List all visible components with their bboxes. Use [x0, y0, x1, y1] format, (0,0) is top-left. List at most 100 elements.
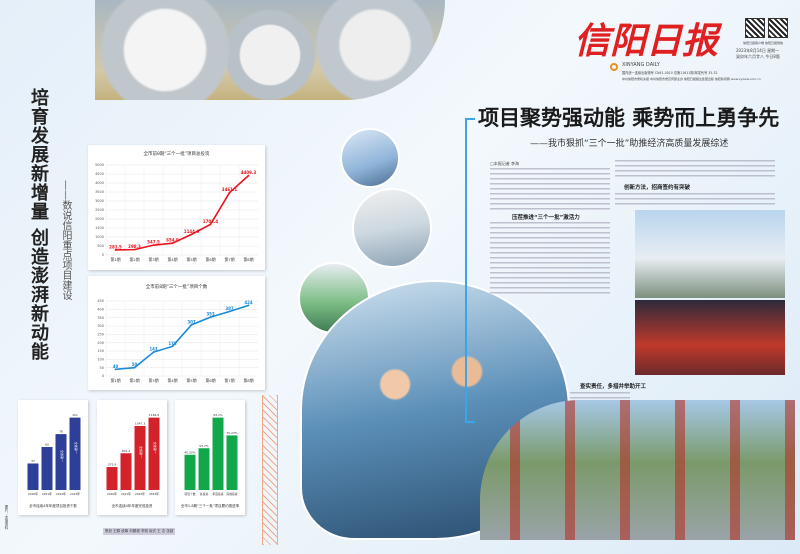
data-label: 101	[72, 413, 78, 417]
bar	[69, 417, 81, 490]
x-tick-label: 第1期	[110, 257, 120, 262]
chart-project-count: 全市前8期“三个一批”项目个数 0 50 100 150 200 250 300 350 400…	[88, 276, 265, 390]
data-label: 50	[132, 362, 138, 367]
qr-code[interactable]	[768, 18, 788, 38]
y-tick-label: 50	[100, 366, 104, 370]
data-label: 178	[168, 341, 177, 346]
masthead-pinyin: XINYANG DAILY	[622, 62, 660, 68]
x-tick-label: 第3期	[148, 378, 158, 383]
data-label: 424	[244, 300, 253, 305]
y-tick-label: 1000	[95, 235, 104, 239]
x-tick-label: 项目个数	[184, 492, 195, 496]
y-tick-label: 400	[97, 308, 104, 312]
article-bracket	[465, 118, 475, 423]
data-label: 37	[31, 459, 35, 463]
y-tick-label: 4000	[95, 181, 104, 185]
masthead-title: 信阳日报	[574, 20, 719, 62]
data-point	[152, 244, 155, 247]
y-tick-label: 100	[97, 358, 104, 362]
logo-icon	[610, 63, 618, 71]
data-label: 3461.1	[222, 187, 238, 192]
bar	[55, 434, 67, 490]
x-tick-label: 2020年	[107, 492, 117, 496]
data-label: 143	[149, 347, 158, 352]
x-tick-label: 第5期	[186, 257, 196, 262]
bar	[226, 435, 238, 490]
data-point	[114, 249, 117, 251]
chart-title: 全市前8期“三个一批”项目总投资	[143, 152, 210, 157]
data-label: 78	[59, 430, 63, 434]
bar	[134, 426, 146, 490]
data-label: 307	[187, 319, 196, 324]
container-port-photo	[480, 400, 795, 540]
x-tick-label: 第7期	[224, 378, 234, 383]
data-label: 1702.4	[203, 219, 219, 224]
x-tick-label: 第8期	[243, 378, 253, 383]
section-heading: 创新方法，招商签约有突破	[624, 185, 691, 191]
data-label: 654.9	[166, 238, 179, 243]
data-point	[114, 368, 117, 371]
chart-annual-investment: 375.9 2020年 601.2 2021年 1047.3 2022年 全省第一 1184.…	[97, 400, 167, 515]
article-body	[490, 222, 610, 297]
data-label: 4409.3	[241, 170, 257, 175]
article-body	[615, 193, 775, 207]
x-tick-label: 第2期	[129, 257, 139, 262]
data-label: 387	[225, 306, 234, 311]
x-tick-label: 2020年	[28, 492, 38, 496]
data-point	[209, 223, 212, 226]
section-heading: 压茬推进“三个一批”激活力	[512, 215, 580, 221]
data-point	[209, 316, 212, 319]
y-tick-label: 2500	[95, 208, 104, 212]
bar-annotation: 全省第一	[139, 446, 144, 458]
production-line-photo-1	[340, 128, 400, 188]
headline: 项目聚势强动能 乘势而上勇争先	[478, 106, 780, 130]
data-point	[190, 233, 193, 236]
x-tick-label: 2023年	[149, 492, 159, 496]
y-tick-label: 3500	[95, 190, 104, 194]
production-line-photo-2	[352, 188, 432, 268]
x-tick-label: 第5期	[186, 378, 196, 383]
x-tick-label: 总投资	[200, 492, 209, 496]
factory-photo-top	[95, 0, 445, 100]
data-label: 40	[113, 364, 119, 369]
y-tick-label: 2000	[95, 217, 104, 221]
data-label: 281.5	[109, 244, 122, 249]
section-heading: 查实责任，多措并举助开工	[580, 384, 647, 390]
y-tick-label: 200	[97, 341, 104, 345]
y-tick-label: 4500	[95, 172, 104, 176]
y-tick-label: 1500	[95, 226, 104, 230]
series-line	[115, 304, 249, 371]
y-tick-label: 300	[97, 324, 104, 328]
subheadline: ——我市狠抓“三个一批”助推经济高质量发展综述	[530, 139, 729, 149]
data-point	[133, 366, 136, 369]
data-label: 70.23%	[226, 431, 238, 435]
data-point	[171, 345, 174, 348]
bar	[184, 454, 196, 490]
x-tick-label: 2023年	[70, 492, 80, 496]
data-label: 1144.6	[184, 229, 200, 234]
data-label: 353	[206, 312, 215, 317]
x-tick-label: 完成投资	[226, 492, 237, 496]
data-label: 53.7%	[199, 444, 209, 448]
data-label: 601.2	[122, 449, 131, 453]
data-label: 547.5	[147, 240, 160, 245]
issue-info: 国内统一连续出版物号 CN41-0010 总第11611期 邮发代号 35-32	[622, 71, 718, 75]
bar-annotation: 全省第一	[60, 450, 65, 462]
data-point	[171, 242, 174, 245]
bar	[198, 448, 210, 490]
y-tick-label: 350	[97, 316, 104, 320]
x-tick-label: 第8期	[243, 257, 253, 262]
x-tick-label: 第2期	[129, 378, 139, 383]
chart-annual-count: 37 2020年 60 2021年 78 2022年 全省第一 101 2023年 全省第一 全市…	[18, 400, 88, 515]
data-label: 45.30%	[184, 450, 196, 454]
bar-annotation: 全省第一	[74, 442, 79, 454]
data-label: 375.9	[108, 463, 117, 467]
qr-code[interactable]	[745, 18, 765, 38]
y-tick-label: 3000	[95, 199, 104, 203]
x-tick-label: 第7期	[224, 257, 234, 262]
credits: 策划 王鹏 统筹 刘鹏程 李丽 版式 王 志 张超	[103, 528, 176, 535]
article-body	[615, 160, 775, 180]
chart-total-investment: 全市前8期“三个一批”项目总投资 0 500 1000 1500 2000 2500 300…	[88, 145, 265, 270]
x-tick-label: 2021年	[42, 492, 52, 496]
lunar-date: 癸卯年六月廿八 今日8版	[736, 54, 780, 59]
